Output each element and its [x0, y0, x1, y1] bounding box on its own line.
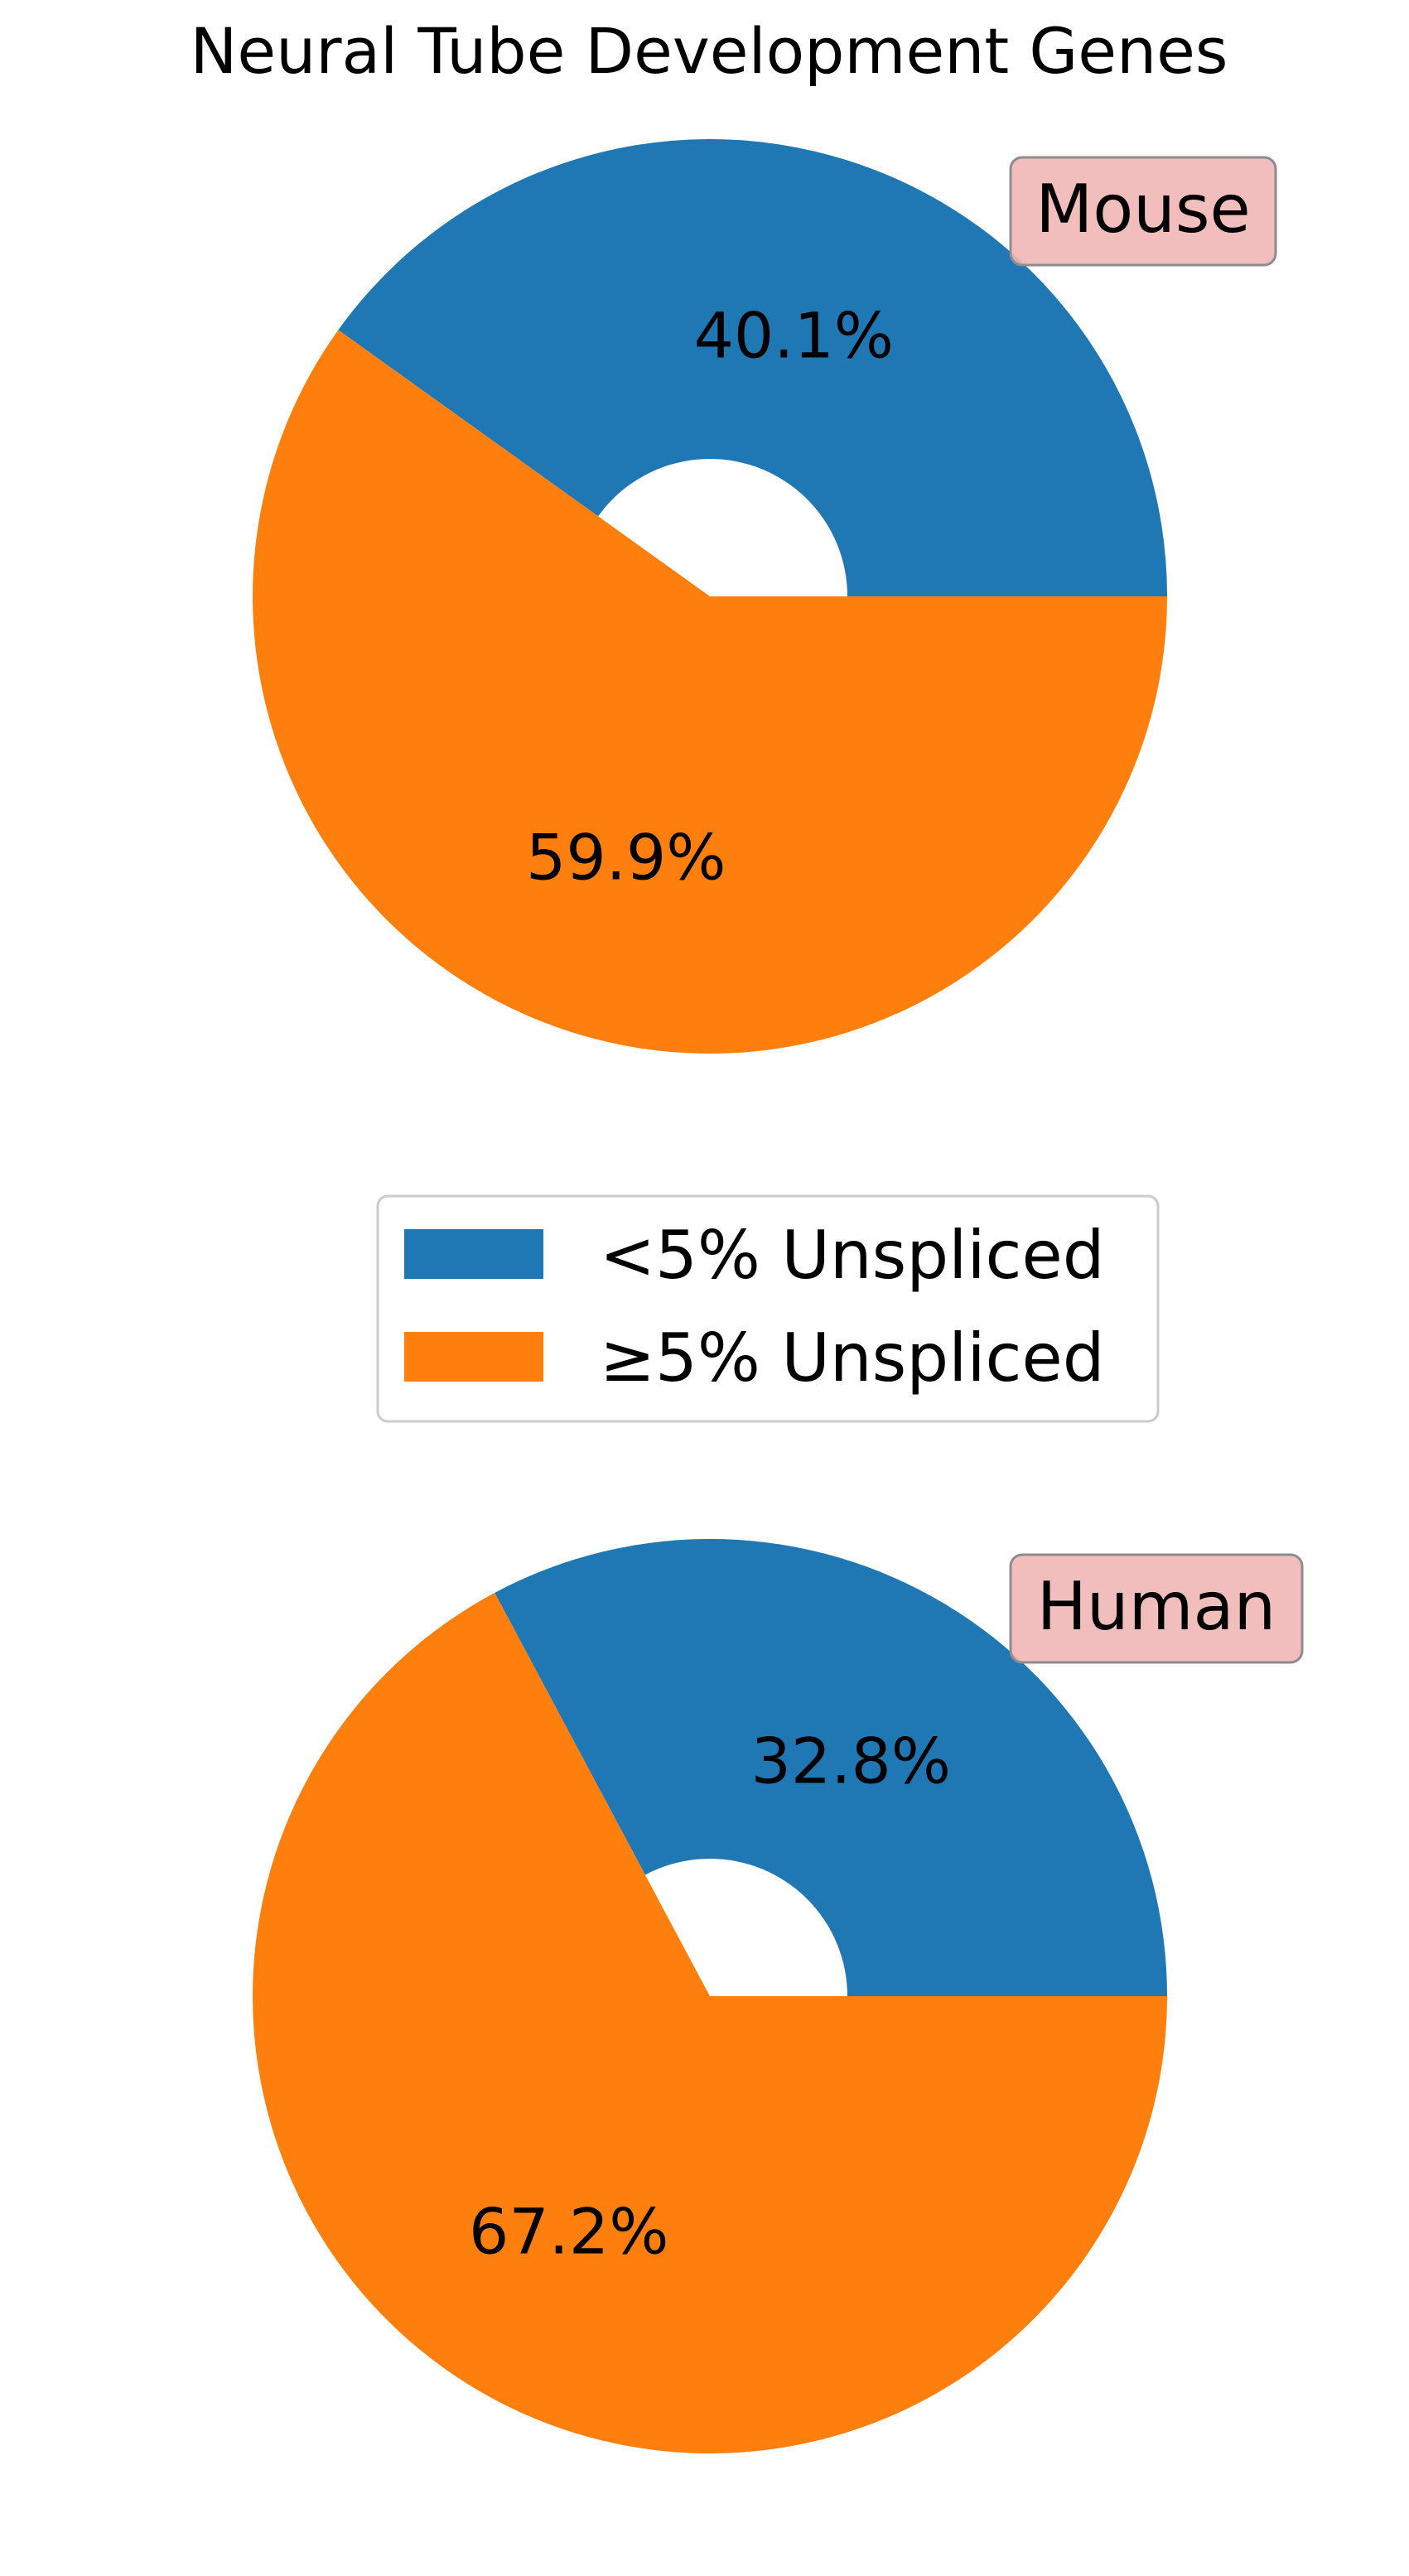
human-label-box [1009, 1553, 1304, 1664]
legend: <5% Unspliced ≥5% Unspliced [376, 1194, 1160, 1423]
human-panel-label: Human [1009, 1553, 1304, 1664]
legend-swatch-at-least-5-percent [404, 1332, 543, 1382]
mouse-slice-below-5-percent [338, 138, 1168, 596]
human-slice-at-least-5-percent [252, 1592, 1167, 2454]
mouse-pct-label-below-5-percent: 40.1% [694, 298, 894, 372]
chart-title: Neural Tube Development Genes [190, 14, 1228, 88]
human-pct-label-at-least-5-percent: 67.2% [469, 2194, 668, 2268]
legend-label-at-least-5-percent: ≥5% Unspliced [600, 1319, 1105, 1397]
legend-swatch-below-5-percent [404, 1229, 543, 1279]
human-donut-chart: 32.8% 67.2% [252, 1539, 1167, 2454]
legend-label-below-5-percent: <5% Unspliced [600, 1217, 1105, 1294]
human-label-text: Human [1037, 1568, 1276, 1645]
mouse-label-box [1009, 156, 1277, 267]
mouse-pct-label-at-least-5-percent: 59.9% [526, 821, 726, 895]
mouse-label-text: Mouse [1035, 171, 1251, 248]
mouse-panel-label: Mouse [1009, 156, 1277, 267]
mouse-slice-at-least-5-percent [253, 330, 1167, 1054]
legend-frame [376, 1194, 1160, 1423]
mouse-donut-chart: 40.1% 59.9% [253, 138, 1168, 1054]
human-pct-label-below-5-percent: 32.8% [751, 1725, 951, 1798]
